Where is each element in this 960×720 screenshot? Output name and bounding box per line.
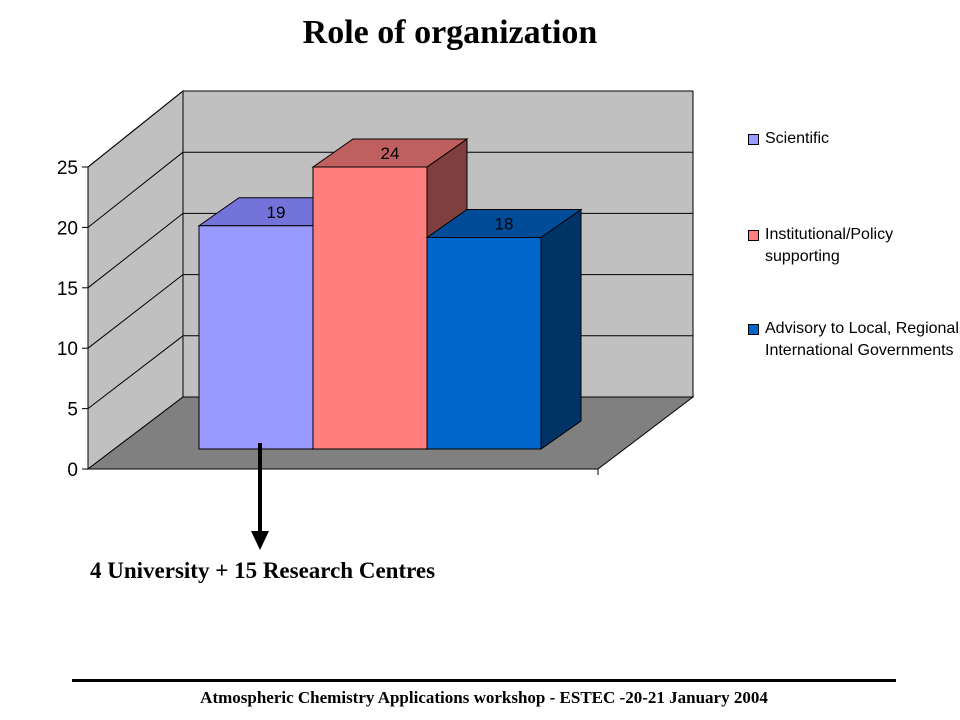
bar bbox=[426, 237, 542, 450]
annotation-text: 4 University + 15 Research Centres bbox=[90, 558, 436, 583]
page-title: Role of organization bbox=[302, 14, 598, 51]
arrow-head bbox=[251, 531, 269, 550]
y-tick-label: 0 bbox=[67, 460, 78, 481]
bar-chart: 0 5 10 15 20 25 19 24 18 bbox=[57, 89, 695, 550]
data-label: 19 bbox=[267, 203, 286, 222]
legend-swatch bbox=[748, 324, 759, 335]
legend-swatch bbox=[748, 230, 759, 241]
footer-text: Atmospheric Chemistry Applications works… bbox=[200, 688, 768, 707]
gridline-side bbox=[87, 151, 184, 228]
bar-side bbox=[540, 208, 582, 450]
legend-label: Institutional/Policy supporting bbox=[765, 226, 894, 265]
legend-label: Advisory to Local, Regional, Internation… bbox=[765, 320, 960, 359]
data-labels: 19 24 18 bbox=[267, 144, 514, 234]
y-tick-label: 25 bbox=[57, 158, 78, 179]
legend-label: Scientific bbox=[765, 130, 830, 147]
y-axis: 0 5 10 15 20 25 bbox=[57, 158, 599, 481]
arrow-shaft bbox=[258, 443, 262, 535]
gridline-side bbox=[87, 213, 184, 289]
y-tick-label: 5 bbox=[67, 400, 78, 421]
bar bbox=[312, 166, 428, 450]
bar bbox=[198, 225, 314, 450]
gridline-side bbox=[87, 335, 184, 409]
y-tick-label: 15 bbox=[57, 279, 78, 300]
legend-swatch bbox=[748, 134, 759, 145]
chart-bars bbox=[197, 138, 583, 450]
footer-divider bbox=[72, 679, 896, 682]
data-label: 18 bbox=[495, 215, 514, 234]
y-tick-label: 10 bbox=[57, 339, 78, 360]
y-tick-label: 20 bbox=[57, 218, 78, 239]
gridline-side bbox=[87, 90, 184, 168]
gridline-side bbox=[87, 274, 184, 349]
data-label: 24 bbox=[381, 144, 400, 163]
annotation-arrow bbox=[251, 443, 269, 550]
